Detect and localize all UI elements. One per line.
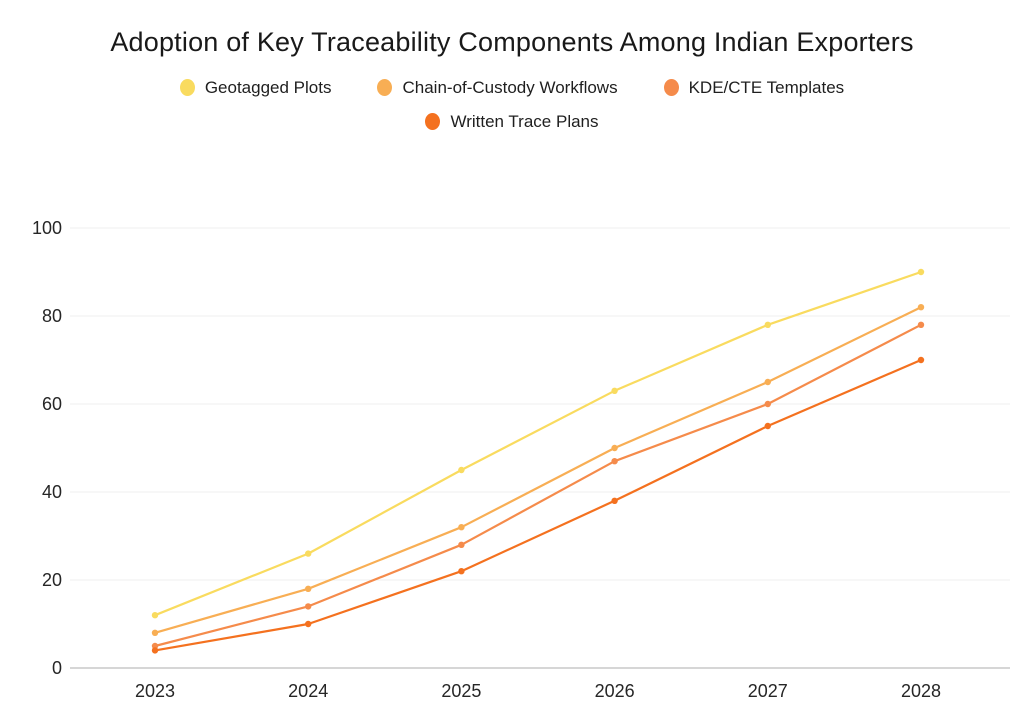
data-point-written-trace-plans xyxy=(305,620,312,628)
data-point-kde-cte-templates xyxy=(764,400,771,408)
y-tick-label: 0 xyxy=(52,658,62,678)
legend-label: KDE/CTE Templates xyxy=(688,77,845,97)
legend-label: Geotagged Plots xyxy=(204,77,332,97)
series-line-geotagged-plots xyxy=(153,270,923,617)
data-point-chain-of-custody-workflows xyxy=(611,444,618,452)
data-point-written-trace-plans xyxy=(611,497,618,504)
legend-dot-icon xyxy=(663,79,679,97)
legend-item-geotagged-plots: Geotagged Plots xyxy=(179,77,332,98)
x-tick-label: 2027 xyxy=(748,681,788,701)
legend-dot-icon xyxy=(377,79,393,97)
legend-dot-icon xyxy=(425,113,441,131)
x-tick-label: 2028 xyxy=(901,681,941,701)
legend-row: Geotagged Plots Chain-of-Custody Workflow… xyxy=(179,77,845,98)
x-tick-label: 2023 xyxy=(135,681,175,701)
data-point-chain-of-custody-workflows xyxy=(151,629,159,636)
legend-item-written-trace-plans: Written Trace Plans xyxy=(425,111,599,132)
chart-header: Adoption of Key Traceability Components … xyxy=(0,22,1024,132)
legend-dot-icon xyxy=(179,79,195,97)
data-point-geotagged-plots xyxy=(305,550,312,557)
x-tick-label: 2025 xyxy=(441,681,481,701)
legend-label: Chain-of-Custody Workflows xyxy=(402,77,618,97)
data-point-geotagged-plots xyxy=(764,321,771,328)
data-point-kde-cte-templates xyxy=(917,321,925,328)
data-point-written-trace-plans xyxy=(151,647,159,654)
data-point-kde-cte-templates xyxy=(151,642,159,650)
data-point-kde-cte-templates xyxy=(305,603,312,610)
y-tick-label: 60 xyxy=(42,394,62,414)
series-line-chain-of-custody-workflows xyxy=(153,306,923,634)
data-point-kde-cte-templates xyxy=(458,541,465,548)
data-point-geotagged-plots xyxy=(458,466,465,474)
legend-label: Written Trace Plans xyxy=(450,111,599,131)
legend: Geotagged Plots Chain-of-Custody Workflow… xyxy=(0,78,1024,132)
y-tick-label: 40 xyxy=(42,482,62,502)
legend-item-chain-of-custody-workflows: Chain-of-Custody Workflows xyxy=(377,77,618,98)
x-tick-label: 2026 xyxy=(595,681,635,701)
data-point-chain-of-custody-workflows xyxy=(305,585,312,592)
data-point-written-trace-plans xyxy=(764,422,771,430)
data-point-kde-cte-templates xyxy=(611,458,618,465)
x-tick-label: 2024 xyxy=(288,681,328,701)
data-point-written-trace-plans xyxy=(917,356,925,364)
data-point-written-trace-plans xyxy=(458,568,465,575)
data-point-geotagged-plots xyxy=(611,387,618,394)
data-point-chain-of-custody-workflows xyxy=(458,524,465,531)
legend-row: Written Trace Plans xyxy=(425,111,599,132)
data-point-geotagged-plots xyxy=(151,612,159,619)
chart-title: Adoption of Key Traceability Components … xyxy=(110,27,914,57)
data-point-geotagged-plots xyxy=(917,268,925,276)
y-tick-label: 80 xyxy=(42,306,62,326)
y-tick-label: 100 xyxy=(32,218,62,238)
legend-item-kde-cte-templates: KDE/CTE Templates xyxy=(663,77,845,98)
series-line-written-trace-plans xyxy=(153,358,923,652)
data-point-chain-of-custody-workflows xyxy=(764,378,771,386)
y-tick-label: 20 xyxy=(42,570,62,590)
data-point-chain-of-custody-workflows xyxy=(917,304,925,311)
series-line-kde-cte-templates xyxy=(153,323,923,648)
